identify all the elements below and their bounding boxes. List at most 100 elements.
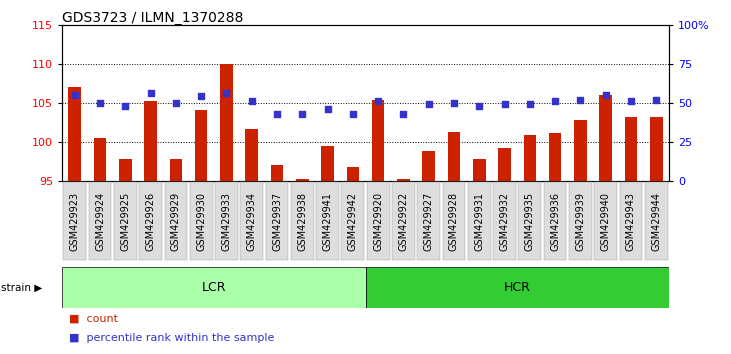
Bar bbox=[195, 110, 208, 181]
Point bbox=[474, 103, 485, 109]
Bar bbox=[144, 101, 157, 181]
Text: GSM429939: GSM429939 bbox=[575, 192, 586, 251]
FancyBboxPatch shape bbox=[544, 182, 567, 260]
FancyBboxPatch shape bbox=[518, 182, 541, 260]
Text: GSM429942: GSM429942 bbox=[348, 192, 358, 251]
Point bbox=[372, 98, 384, 104]
Text: GSM429927: GSM429927 bbox=[424, 192, 433, 251]
FancyBboxPatch shape bbox=[190, 182, 213, 260]
Point bbox=[145, 91, 156, 96]
FancyBboxPatch shape bbox=[594, 182, 617, 260]
Point bbox=[94, 100, 106, 105]
Point bbox=[423, 101, 434, 107]
Bar bbox=[397, 179, 410, 181]
FancyBboxPatch shape bbox=[645, 182, 667, 260]
Text: GSM429938: GSM429938 bbox=[298, 192, 307, 251]
FancyBboxPatch shape bbox=[164, 182, 187, 260]
Bar bbox=[321, 146, 334, 181]
Text: GSM429940: GSM429940 bbox=[601, 192, 610, 251]
Text: GSM429941: GSM429941 bbox=[322, 192, 333, 251]
Text: GDS3723 / ILMN_1370288: GDS3723 / ILMN_1370288 bbox=[62, 11, 243, 25]
Bar bbox=[650, 118, 662, 181]
Bar bbox=[94, 138, 107, 181]
Text: GSM429925: GSM429925 bbox=[121, 192, 130, 251]
Point bbox=[524, 101, 536, 107]
Point bbox=[195, 93, 207, 99]
Bar bbox=[599, 95, 612, 181]
Text: GSM429935: GSM429935 bbox=[525, 192, 535, 251]
Point bbox=[170, 100, 182, 105]
Bar bbox=[624, 117, 637, 181]
Point bbox=[499, 101, 510, 107]
FancyBboxPatch shape bbox=[265, 182, 289, 260]
FancyBboxPatch shape bbox=[341, 182, 364, 260]
Point bbox=[119, 103, 131, 109]
FancyBboxPatch shape bbox=[620, 182, 643, 260]
Point bbox=[69, 92, 80, 98]
Text: strain ▶: strain ▶ bbox=[1, 282, 42, 293]
Text: GSM429929: GSM429929 bbox=[171, 192, 181, 251]
FancyBboxPatch shape bbox=[291, 182, 314, 260]
Bar bbox=[296, 179, 308, 181]
Text: GSM429920: GSM429920 bbox=[373, 192, 383, 251]
FancyBboxPatch shape bbox=[215, 182, 238, 260]
FancyBboxPatch shape bbox=[569, 182, 592, 260]
Bar bbox=[423, 151, 435, 181]
Text: GSM429934: GSM429934 bbox=[247, 192, 257, 251]
Point bbox=[625, 98, 637, 104]
Point bbox=[297, 111, 308, 116]
FancyBboxPatch shape bbox=[392, 182, 414, 260]
Point bbox=[347, 111, 359, 116]
Text: GSM429930: GSM429930 bbox=[196, 192, 206, 251]
Bar bbox=[499, 148, 511, 181]
Text: ■  count: ■ count bbox=[69, 314, 118, 324]
Text: GSM429924: GSM429924 bbox=[95, 192, 105, 251]
Bar bbox=[119, 159, 132, 181]
Point bbox=[651, 97, 662, 102]
FancyBboxPatch shape bbox=[417, 182, 440, 260]
Text: GSM429922: GSM429922 bbox=[398, 192, 409, 251]
Text: HCR: HCR bbox=[504, 281, 531, 294]
Text: GSM429926: GSM429926 bbox=[145, 192, 156, 251]
Bar bbox=[220, 64, 232, 181]
FancyBboxPatch shape bbox=[442, 182, 466, 260]
Bar bbox=[346, 166, 359, 181]
Point bbox=[448, 100, 460, 105]
Text: GSM429931: GSM429931 bbox=[474, 192, 484, 251]
FancyBboxPatch shape bbox=[240, 182, 263, 260]
Text: GSM429936: GSM429936 bbox=[550, 192, 560, 251]
Bar bbox=[366, 267, 669, 308]
Bar bbox=[574, 120, 587, 181]
Text: GSM429937: GSM429937 bbox=[272, 192, 282, 251]
Point bbox=[271, 111, 283, 116]
Point bbox=[575, 97, 586, 102]
Point bbox=[322, 106, 333, 112]
Point bbox=[221, 91, 232, 96]
Text: ■  percentile rank within the sample: ■ percentile rank within the sample bbox=[69, 333, 275, 343]
Point bbox=[549, 98, 561, 104]
Text: LCR: LCR bbox=[202, 281, 226, 294]
Bar bbox=[447, 132, 461, 181]
Bar bbox=[170, 159, 182, 181]
Text: GSM429943: GSM429943 bbox=[626, 192, 636, 251]
Point bbox=[398, 111, 409, 116]
Bar bbox=[549, 133, 561, 181]
FancyBboxPatch shape bbox=[367, 182, 390, 260]
Bar bbox=[473, 159, 485, 181]
FancyBboxPatch shape bbox=[114, 182, 137, 260]
FancyBboxPatch shape bbox=[468, 182, 491, 260]
FancyBboxPatch shape bbox=[139, 182, 162, 260]
Point bbox=[246, 98, 257, 104]
Text: GSM429932: GSM429932 bbox=[499, 192, 510, 251]
Text: GSM429933: GSM429933 bbox=[221, 192, 232, 251]
Bar bbox=[270, 165, 284, 181]
Bar bbox=[62, 267, 366, 308]
Point bbox=[600, 92, 612, 98]
Text: GSM429923: GSM429923 bbox=[69, 192, 80, 251]
Bar bbox=[246, 129, 258, 181]
FancyBboxPatch shape bbox=[64, 182, 86, 260]
Bar bbox=[69, 87, 81, 181]
Text: GSM429944: GSM429944 bbox=[651, 192, 662, 251]
FancyBboxPatch shape bbox=[88, 182, 111, 260]
FancyBboxPatch shape bbox=[493, 182, 516, 260]
